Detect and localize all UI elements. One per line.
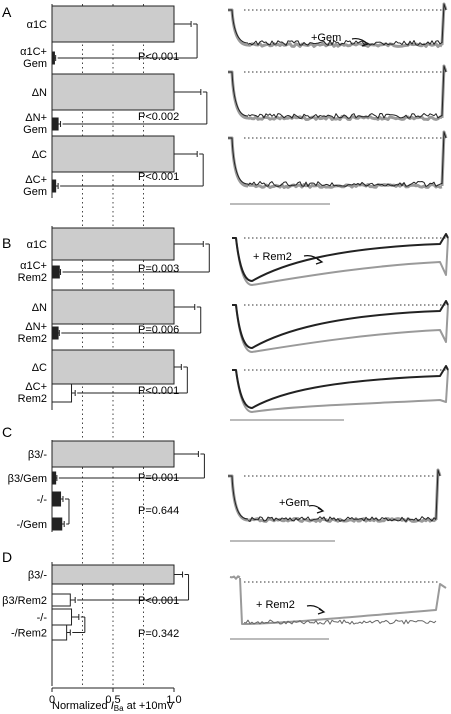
p-value-2: P=0.342 [138,628,179,640]
bar-beta3-rem2 [51,593,71,607]
bar-beta3-gem [51,471,57,485]
category-label-: -/- [37,612,48,624]
p-value-1: P=0.001 [138,472,179,484]
trace-arrowhead-1 [361,40,370,47]
category-label-alpha1c: α1C [27,239,47,251]
trace-a3-blocked-plateau [247,181,443,187]
x-axis: 0 0.5 1.0 [49,687,182,706]
category-label-deltac-gem: ΔC+ Gem [23,174,47,198]
p-value-1: P=0.003 [138,263,179,275]
bar-beta3 [51,440,175,468]
bar-deltan-gem [51,117,59,131]
bar- [51,491,62,507]
x-tick-label-1: 0 [49,694,55,706]
gridlines [82,4,144,688]
panel-a: A α1C α1C+ Gem ΔN ΔN+ Gem ΔC ΔC+ Gem P<0.001 P<0.0… [2,4,208,198]
bar-alpha1c [51,227,175,261]
p-value-2: P<0.002 [138,111,179,123]
trace-arrowhead-3 [316,507,325,514]
trace-b3-dark [232,365,449,409]
trace-a1-control-activation [228,8,249,47]
x-tick-label-3: 1.0 [166,694,181,706]
bar-deltan [51,289,175,325]
p-value-1: P<0.001 [138,595,179,607]
trace-c-blocked-activation [228,475,249,520]
trace-c-blocked-plateau [247,516,437,522]
panel-d: D β3/- β3/Rem2 -/- -/Rem2 P<0.001 P=0.342 [2,549,190,686]
bar-deltac-gem [51,179,57,193]
category-label-deltac: ΔC [32,362,47,374]
p-value-1: P<0.001 [138,51,179,63]
bar-alpha1c [51,5,175,43]
panel-letter-a: A [2,4,12,20]
trace-a2-control-activation [228,70,249,120]
trace-a2-blocked-tail [441,65,447,117]
x-tick-label-2: 0.5 [105,694,120,706]
category-label-alpha1c-rem2: α1C+ Rem2 [18,260,47,284]
trace-b2-dark [232,300,449,349]
trace-arrowhead-2 [315,258,324,265]
bar-rem2 [51,624,68,641]
trace-a2-blocked-activation [228,71,249,117]
trace-arrowhead-4 [317,608,326,615]
trace-c-blocked-tail [435,469,441,520]
bar-deltan [51,73,175,111]
category-label-alpha1c: α1C [27,19,47,31]
panel-letter-b: B [2,235,11,251]
trace-d-pre [229,575,241,580]
category-label-deltac-rem2: ΔC+ Rem2 [18,381,47,405]
category-label-deltan-gem: ΔN+ Gem [23,112,47,136]
category-label-deltan-rem2: ΔN+ Rem2 [18,321,47,345]
p-value-3: P<0.001 [138,385,179,397]
category-label-beta3-gem: β3/Gem [8,473,47,485]
trace-annotation-4: + Rem2 [256,599,295,611]
trace-annotation-1: +Gem [311,32,341,44]
x-axis-label: Normalized IBa at +10mV [52,700,175,713]
bar-alpha1c-gem [51,51,55,65]
p-value-2: P=0.644 [138,505,179,517]
trace-a1-blocked-tail [441,3,447,44]
trace-b1-dark [232,233,449,282]
bar-deltac [51,349,175,385]
category-label-beta3-rem2: β3/Rem2 [2,595,47,607]
bar-deltac [51,135,175,173]
p-value-2: P=0.006 [138,324,179,336]
category-label-deltan: ΔN [32,87,47,99]
trace-c-control-activation [228,474,249,522]
category-label-beta3: β3/- [28,449,48,461]
category-label-beta3: β3/- [28,570,48,582]
trace-a1-control-plateau [247,42,443,48]
p-value-3: P<0.001 [138,171,179,183]
trace-a1-blocked-plateau [247,40,443,46]
trace-a3-blocked-tail [441,131,447,185]
category-label-alpha1c-gem: α1C+ Gem [20,46,47,70]
bar- [51,608,73,626]
panel-b: B α1C α1C+ Rem2 ΔN ΔN+ Rem2 ΔC ΔC+ Rem2 P=0.003 P=… [2,226,210,410]
trace-a2-control-plateau [247,115,443,121]
bar-alpha1c-rem2 [51,265,60,279]
bar-deltac-rem2 [51,383,73,403]
category-label-deltan: ΔN [32,302,47,314]
trace-d-control [239,577,447,625]
trace-a3-blocked-activation [228,137,249,185]
trace-a3-control-activation [228,136,249,188]
panel-c: C β3/- β3/Gem -/- -/Gem P=0.001 P=0.644 [2,424,205,532]
category-label-gem: -/Gem [16,519,47,531]
trace-annotation-3: +Gem [279,497,309,509]
trace-annotation-2: + Rem2 [253,251,292,263]
category-label-deltac: ΔC [32,149,47,161]
category-label-: -/- [37,494,48,506]
category-label-rem2: -/Rem2 [11,628,47,640]
trace-a2-blocked-plateau [247,113,443,119]
panel-letter-c: C [2,424,12,440]
current-traces: +Gem + Rem2 +Gem + Rem2 [228,2,449,640]
trace-d-blocked [243,619,437,625]
bar-deltan-rem2 [51,326,59,340]
bar-gem [51,517,63,531]
trace-a1-blocked-activation [228,9,249,44]
panel-letter-d: D [2,549,12,565]
bar-beta3 [51,564,175,585]
